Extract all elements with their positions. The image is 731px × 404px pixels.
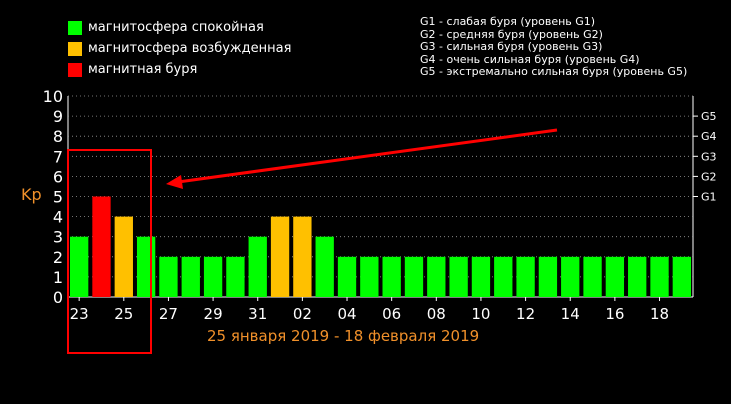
y-tick-label: 7 xyxy=(53,147,63,166)
x-tick-label: 02 xyxy=(293,305,312,323)
kp-bar xyxy=(293,216,312,297)
legend-item-storm: магнитная буря xyxy=(68,62,197,77)
y-tick-label: 0 xyxy=(53,288,63,307)
x-tick-label: 04 xyxy=(337,305,356,323)
kp-bar xyxy=(471,256,491,297)
kp-bar xyxy=(449,256,468,297)
y-tick-label: 5 xyxy=(53,188,63,207)
kp-bar xyxy=(226,256,245,297)
x-tick-label: 25 xyxy=(114,305,133,323)
g-scale-item: G4 - очень сильная буря (уровень G4) xyxy=(420,52,640,66)
kp-bar xyxy=(516,256,535,297)
kp-bar xyxy=(605,256,625,297)
kp-bar xyxy=(92,196,111,297)
kp-bar xyxy=(538,256,558,297)
y-axis-label: Kp xyxy=(21,185,42,204)
kp-bar xyxy=(404,256,424,297)
kp-bar xyxy=(136,236,156,297)
y-tick-label: 10 xyxy=(43,87,63,106)
x-tick-label: 10 xyxy=(471,305,490,323)
legend-swatch-quiet xyxy=(68,20,82,35)
y-tick-label: 4 xyxy=(53,208,63,227)
x-tick-label: 08 xyxy=(427,305,446,323)
x-tick-label: 06 xyxy=(382,305,401,323)
g-scale-legend: G1 - слабая буря (уровень G1) G2 - средн… xyxy=(420,15,688,79)
kp-bar xyxy=(181,256,200,297)
annotation-arrow-head xyxy=(166,175,183,189)
x-tick-label: 23 xyxy=(70,305,89,323)
x-tick-label: 27 xyxy=(159,305,178,323)
g-level-label: G4 xyxy=(701,130,717,143)
x-tick-label: 16 xyxy=(605,305,624,323)
kp-bar xyxy=(494,256,513,297)
g-scale-item: G5 - экстремально сильная буря (уровень … xyxy=(420,65,688,78)
annotation-arrow-line xyxy=(177,128,558,184)
x-tick-label: 29 xyxy=(204,305,223,323)
legend-label-quiet: магнитосфера спокойная xyxy=(88,20,264,35)
legend-label-active: магнитосфера возбужденная xyxy=(88,41,292,56)
kp-bar xyxy=(315,236,334,297)
legend-swatch-active xyxy=(68,41,82,56)
g-scale-item: G2 - средняя буря (уровень G2) xyxy=(420,27,603,41)
kp-bar xyxy=(270,216,290,297)
y-tick-label: 8 xyxy=(53,127,63,146)
y-tick-label: 3 xyxy=(53,228,63,247)
y-tick-label: 6 xyxy=(53,167,63,186)
kp-bar xyxy=(561,256,580,297)
legend-label-storm: магнитная буря xyxy=(88,62,198,77)
kp-bar xyxy=(628,256,647,297)
y-tick-label: 1 xyxy=(53,268,63,287)
legend-item-active: магнитосфера возбужденная xyxy=(68,41,291,56)
g-level-label: G1 xyxy=(701,191,717,204)
highlight-box xyxy=(67,149,152,354)
kp-bar xyxy=(70,236,89,297)
kp-bar xyxy=(337,256,357,297)
kp-bar xyxy=(583,256,602,297)
legend-swatch-storm xyxy=(68,62,82,77)
x-tick-label: 31 xyxy=(248,305,267,323)
g-level-label: G3 xyxy=(701,150,717,163)
x-tick-label: 14 xyxy=(561,305,580,323)
date-range: 25 января 2019 - 18 февраля 2019 xyxy=(207,327,480,345)
kp-bar xyxy=(427,256,446,297)
x-tick-label: 18 xyxy=(650,305,669,323)
g-level-label: G5 xyxy=(701,110,717,123)
kp-bar xyxy=(248,236,267,297)
g-scale-item: G3 - сильная буря (уровень G3) xyxy=(420,40,603,53)
kp-bar xyxy=(360,256,379,297)
g-scale-item: G1 - слабая буря (уровень G1) xyxy=(420,15,596,28)
kp-bar xyxy=(159,256,178,297)
y-tick-label: 9 xyxy=(53,107,63,126)
kp-bar xyxy=(114,216,133,297)
kp-bar xyxy=(382,256,401,297)
kp-bar xyxy=(650,256,669,297)
g-level-label: G2 xyxy=(701,170,717,183)
kp-bar xyxy=(672,256,691,297)
kp-bar xyxy=(203,256,223,297)
y-tick-label: 2 xyxy=(53,248,63,267)
x-tick-label: 12 xyxy=(516,305,535,323)
legend-item-quiet: магнитосфера спокойная xyxy=(68,20,264,35)
